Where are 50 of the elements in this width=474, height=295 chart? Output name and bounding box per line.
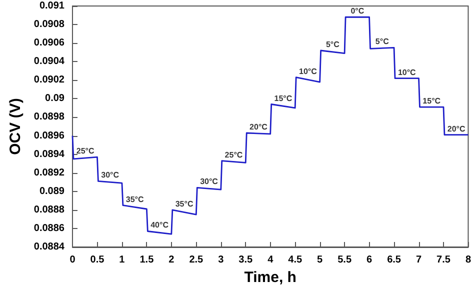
y-tick-label: 0.0904	[34, 56, 65, 68]
x-tick-label: 0	[70, 254, 76, 266]
annotation: 35°C	[175, 199, 194, 208]
annotation: 5°C	[375, 37, 390, 46]
x-tick-label: 8	[465, 254, 472, 266]
x-tick-label: 4.5	[288, 254, 302, 266]
x-axis-title: Time, h	[244, 268, 296, 286]
y-tick-label: 0.0888	[34, 204, 65, 216]
y-tick-label: 0.0892	[34, 167, 65, 178]
y-tick-label: 0.0896	[34, 130, 65, 142]
annotation: 30°C	[101, 170, 120, 180]
y-tick-label: 0.091	[39, 0, 65, 12]
x-tick-label: 2	[168, 254, 175, 266]
x-tick-label: 2.5	[189, 254, 204, 266]
x-tick-label: 5	[317, 254, 324, 266]
x-tick-label: 4	[268, 254, 274, 266]
annotation: 15°C	[422, 96, 441, 106]
y-tick-label: 0.0884	[34, 242, 65, 252]
x-tick-label: 1.5	[140, 254, 154, 266]
x-tick-label: 3.5	[238, 254, 254, 266]
y-tick-label: 0.089	[39, 186, 65, 197]
annotation: 15°C	[274, 94, 292, 103]
annotation: 10°C	[299, 66, 318, 76]
y-tick-label: 0.0908	[34, 19, 65, 30]
y-tick-label: 0.0902	[34, 74, 65, 86]
annotation: 35°C	[126, 194, 144, 204]
x-tick-label: 0.5	[90, 254, 105, 266]
y-tick-label: 0.09	[45, 93, 65, 104]
y-tick-label: 0.0906	[34, 38, 65, 49]
annotation: 25°C	[76, 146, 95, 156]
annotation: 0°C	[350, 6, 364, 16]
annotation: 30°C	[200, 177, 218, 186]
x-tick-label: 7.5	[436, 254, 451, 266]
line-series	[72, 16, 469, 235]
y-tick-label: 0.0894	[34, 148, 65, 160]
y-tick-label: 0.0898	[34, 112, 65, 123]
annotation: 20°C	[250, 122, 268, 132]
x-tick-label: 3	[218, 254, 224, 266]
y-axis-title: OCV (V)	[7, 98, 24, 155]
x-tick-label: 6.5	[387, 254, 402, 266]
annotation: 10°C	[398, 68, 416, 77]
x-tick-label: 6	[366, 254, 373, 266]
annotation: 25°C	[224, 150, 243, 160]
annotation: 5°C	[326, 40, 340, 49]
x-tick-label: 7	[416, 254, 422, 266]
x-tick-label: 5.5	[338, 254, 352, 266]
annotation: 20°C	[447, 124, 466, 134]
annotation: 40°C	[150, 220, 169, 230]
x-tick-label: 1	[119, 254, 126, 266]
y-tick-label: 0.0886	[34, 222, 65, 234]
